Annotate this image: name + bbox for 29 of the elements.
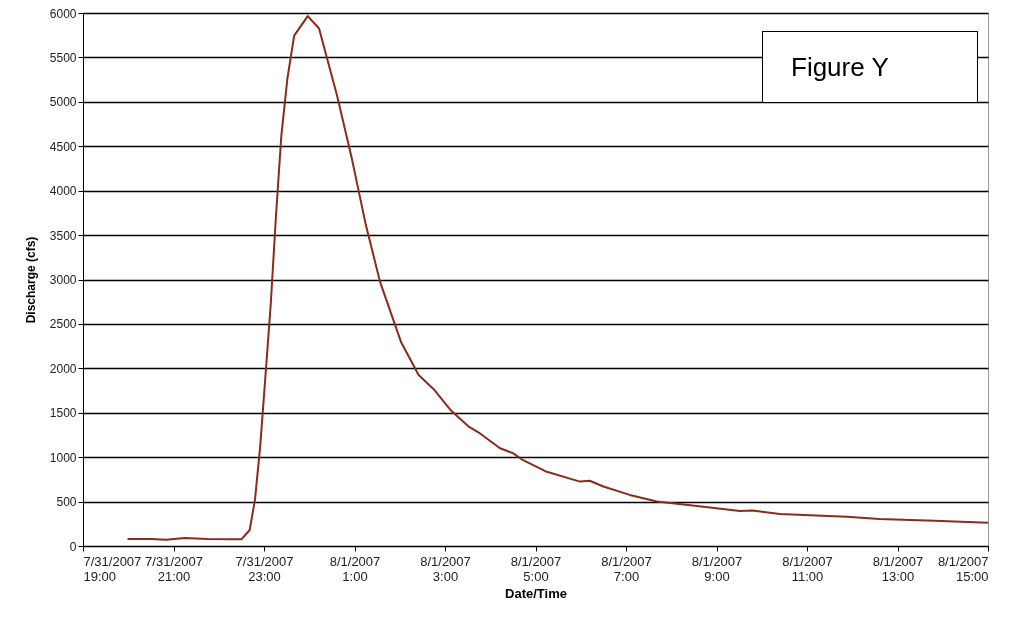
x-tick-label: 8/1/2007 1:00 [329, 553, 381, 584]
y-tick-label: 5000 [49, 95, 77, 110]
x-tick-label: 8/1/2007 9:00 [691, 553, 743, 584]
x-tick-label: 8/1/2007 11:00 [782, 553, 833, 584]
x-axis-title: Date/Time [505, 585, 567, 601]
x-tick-label: 8/1/2007 7:00 [601, 553, 652, 584]
y-tick-label: 2000 [49, 361, 77, 376]
y-tick-label: 2500 [49, 317, 77, 332]
annotation: Figure Y [791, 52, 889, 82]
y-tick-label: 5500 [49, 50, 77, 65]
x-tick-label: 8/1/2007 13:00 [872, 553, 924, 584]
label-box: Figure Y [762, 31, 978, 103]
y-tick-label: 3500 [49, 228, 77, 243]
y-tick-label: 4500 [49, 139, 77, 154]
x-tick-label: 8/1/2007 15:00 [937, 553, 989, 584]
y-tick-label: 0 [69, 539, 77, 554]
y-tick-label: 6000 [49, 6, 77, 21]
x-tick-label: 7/31/2007 23:00 [235, 553, 294, 584]
y-tick-label: 3000 [49, 273, 77, 287]
line-series [127, 15, 988, 541]
x-tick-label: 7/31/2007 21:00 [145, 553, 203, 584]
y-tick-label: 500 [56, 495, 77, 510]
x-tick-label: 8/1/2007 5:00 [510, 553, 562, 584]
y-tick-label: 1500 [49, 406, 77, 421]
y-axis-title: Discharge (cfs) [23, 236, 38, 324]
y-tick-label: 4000 [49, 184, 77, 199]
x-tick-label: 7/31/2007 19:00 [83, 553, 142, 584]
y-tick-label: 1000 [49, 450, 77, 465]
x-tick-label: 8/1/2007 3:00 [420, 553, 471, 584]
